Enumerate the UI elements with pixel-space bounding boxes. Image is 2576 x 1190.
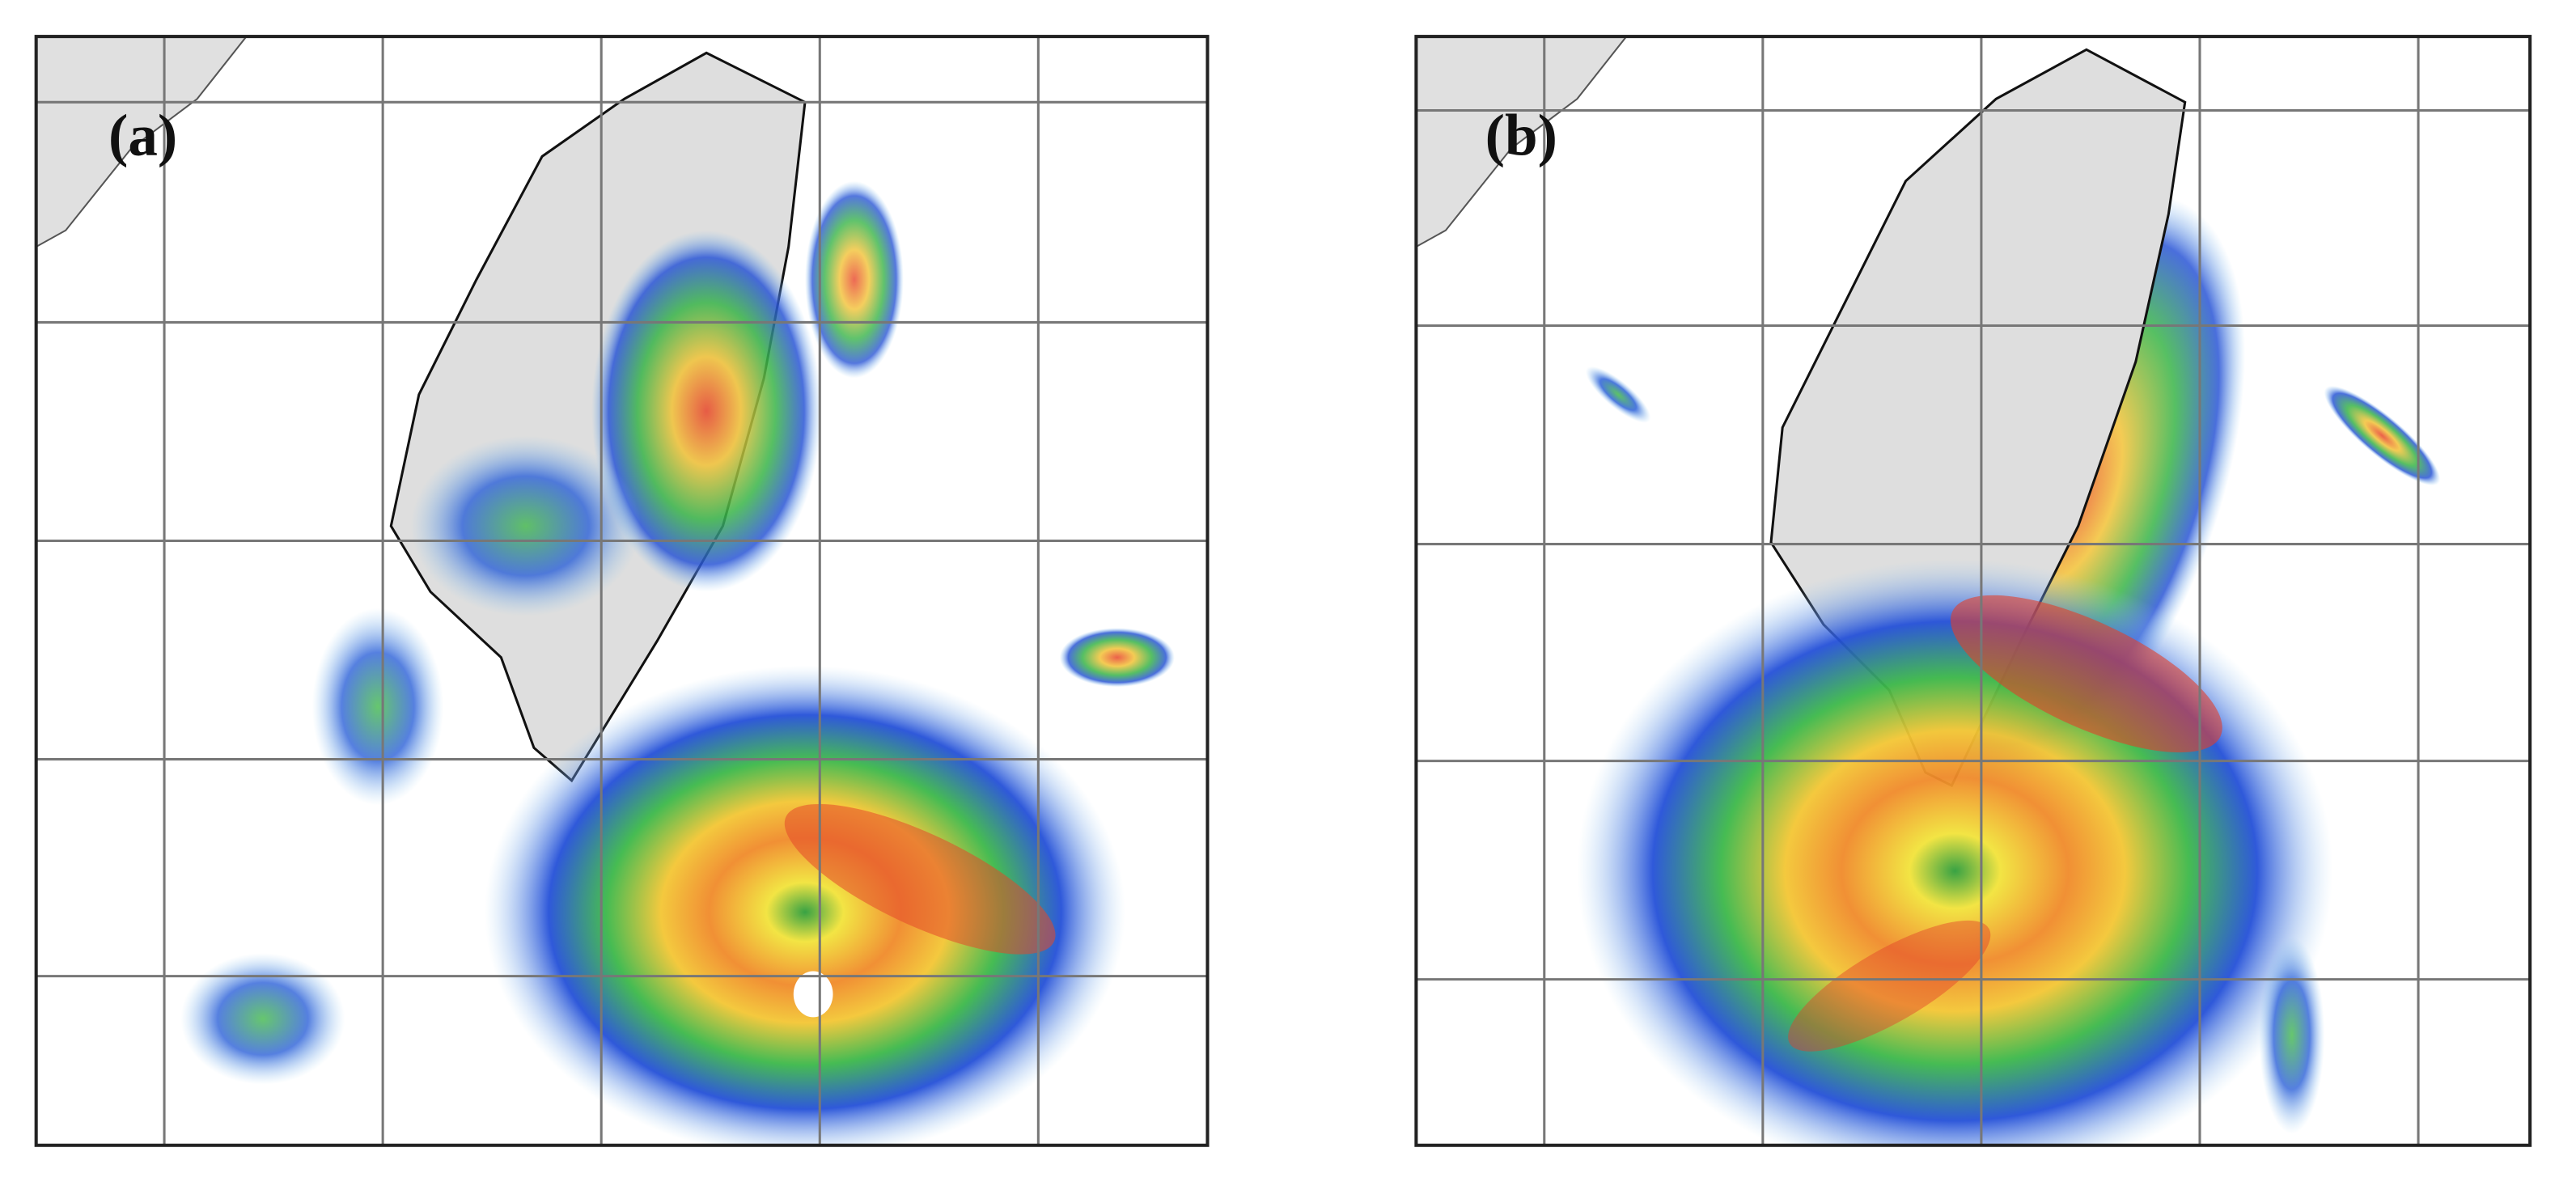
- radar-panel-b: [1416, 36, 2531, 1146]
- panel-label: (a): [108, 102, 177, 167]
- radar-panel-a: [36, 36, 1208, 1146]
- panel-frame: [34, 35, 1210, 1147]
- panel-label: (b): [1485, 102, 1557, 167]
- panel-frame: [1414, 35, 2532, 1147]
